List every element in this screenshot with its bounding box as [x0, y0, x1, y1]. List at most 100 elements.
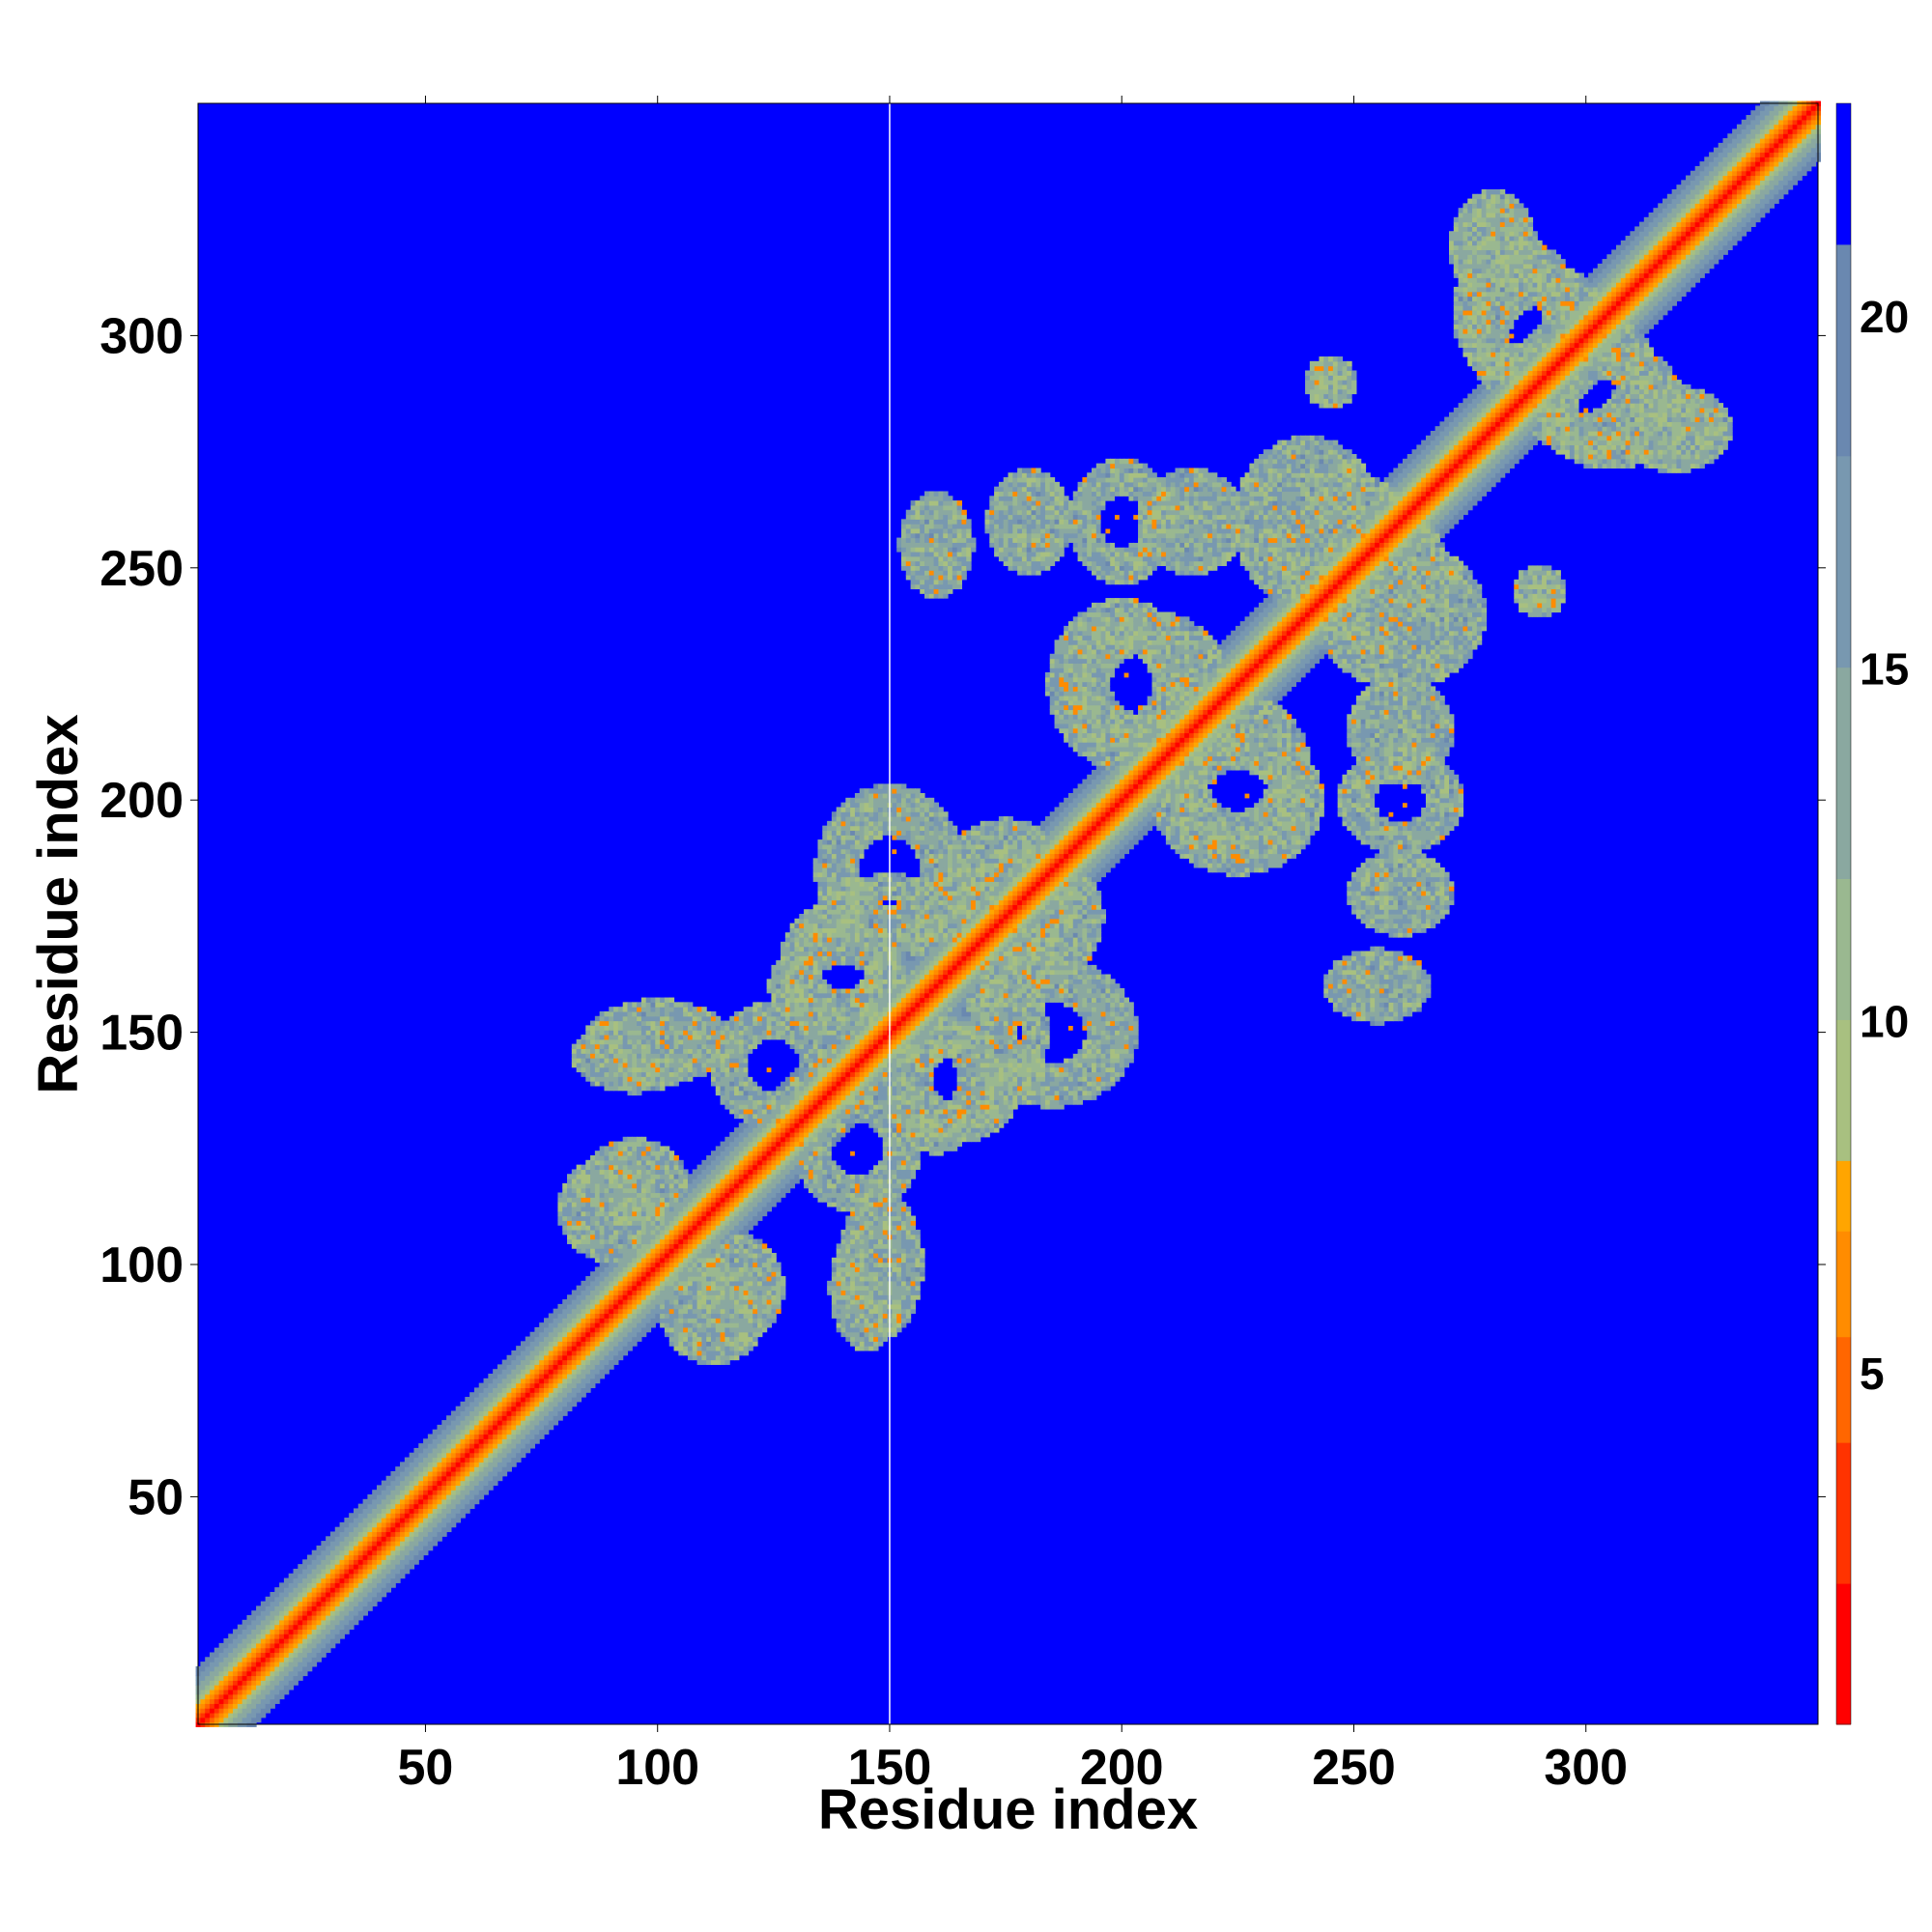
matrix-cell	[739, 1197, 744, 1202]
matrix-cell	[618, 1192, 623, 1197]
matrix-cell	[279, 1694, 284, 1699]
matrix-cell	[274, 1625, 279, 1630]
matrix-cell	[716, 1067, 721, 1072]
matrix-cell	[669, 1160, 674, 1165]
matrix-cell	[739, 1294, 744, 1299]
matrix-cell	[711, 1030, 716, 1035]
matrix-cell	[502, 1458, 507, 1463]
matrix-cell	[734, 1322, 739, 1327]
matrix-cell	[461, 1402, 466, 1406]
matrix-cell	[590, 1216, 595, 1221]
matrix-cell	[554, 1406, 558, 1411]
matrix-cell	[776, 1266, 781, 1271]
matrix-cell	[279, 1648, 284, 1653]
matrix-cell	[372, 1504, 377, 1509]
matrix-cell	[790, 1119, 795, 1123]
matrix-cell	[641, 1169, 646, 1174]
matrix-cell	[678, 1063, 683, 1067]
matrix-cell	[233, 1662, 238, 1666]
matrix-cell	[261, 1694, 266, 1699]
matrix-cell	[651, 1155, 656, 1160]
matrix-cell	[693, 1294, 697, 1299]
matrix-cell	[298, 1587, 302, 1592]
matrix-cell	[572, 1174, 577, 1179]
matrix-cell	[623, 1290, 628, 1294]
matrix-cell	[358, 1597, 363, 1602]
matrix-cell	[261, 1685, 266, 1690]
matrix-cell	[474, 1458, 479, 1463]
matrix-cell	[729, 1076, 734, 1081]
matrix-cell	[785, 988, 790, 993]
matrix-cell	[641, 1086, 646, 1091]
matrix-cell	[567, 1387, 572, 1392]
matrix-cell	[581, 1035, 585, 1039]
matrix-cell	[521, 1443, 526, 1448]
matrix-cell	[678, 1322, 683, 1327]
matrix-cell	[790, 955, 795, 960]
matrix-cell	[724, 1039, 729, 1044]
matrix-cell	[516, 1369, 521, 1374]
matrix-cell	[716, 1207, 721, 1211]
matrix-cell	[744, 1025, 749, 1030]
matrix-cell	[706, 1299, 711, 1304]
matrix-cell	[613, 1183, 618, 1188]
matrix-cell	[744, 1263, 749, 1267]
matrix-cell	[446, 1485, 451, 1490]
matrix-cell	[683, 1271, 688, 1276]
matrix-cell	[674, 1053, 679, 1058]
matrix-cell	[757, 1021, 762, 1026]
matrix-cell	[637, 1271, 641, 1276]
matrix-cell	[678, 1007, 683, 1011]
matrix-cell	[274, 1638, 279, 1643]
matrix-cell	[307, 1602, 312, 1606]
matrix-cell	[762, 1035, 767, 1039]
matrix-cell	[377, 1587, 382, 1592]
matrix-cell	[674, 1063, 679, 1067]
matrix-cell	[330, 1578, 335, 1583]
matrix-cell	[497, 1430, 502, 1435]
matrix-cell	[214, 1690, 219, 1694]
matrix-cell	[711, 1355, 716, 1360]
matrix-cell	[223, 1638, 228, 1643]
matrix-cell	[256, 1643, 261, 1648]
matrix-cell	[557, 1197, 562, 1202]
matrix-cell	[613, 1053, 618, 1058]
matrix-cell	[557, 1337, 562, 1342]
matrix-cell	[767, 1146, 772, 1151]
matrix-cell	[390, 1546, 395, 1550]
matrix-cell	[400, 1559, 405, 1564]
matrix-cell	[581, 1281, 585, 1286]
matrix-cell	[461, 1466, 466, 1471]
matrix-cell	[706, 1290, 711, 1294]
matrix-cell	[753, 1322, 757, 1327]
matrix-cell	[618, 1314, 623, 1319]
matrix-cell	[526, 1355, 530, 1360]
matrix-cell	[767, 1202, 772, 1207]
matrix-cell	[678, 1067, 683, 1072]
matrix-cell	[534, 1397, 539, 1402]
matrix-cell	[312, 1610, 317, 1615]
matrix-cell	[251, 1648, 256, 1653]
matrix-cell	[502, 1360, 507, 1365]
matrix-cell	[600, 1271, 605, 1276]
matrix-cell	[613, 1263, 618, 1267]
matrix-cell	[530, 1430, 535, 1435]
matrix-cell	[674, 1235, 679, 1239]
matrix-cell	[321, 1602, 326, 1606]
matrix-cell	[646, 1071, 651, 1076]
matrix-cell	[307, 1564, 312, 1569]
matrix-cell	[534, 1337, 539, 1342]
matrix-cell	[507, 1374, 512, 1378]
matrix-cell	[771, 1091, 776, 1095]
matrix-cell	[697, 1235, 702, 1239]
matrix-cell	[484, 1430, 489, 1435]
matrix-cell	[302, 1629, 307, 1634]
matrix-cell	[721, 1030, 725, 1035]
matrix-cell	[441, 1504, 446, 1509]
matrix-cell	[469, 1435, 474, 1439]
matrix-cell	[721, 1179, 725, 1183]
matrix-cell	[340, 1625, 345, 1630]
matrix-cell	[613, 1248, 618, 1253]
matrix-cell	[724, 1174, 729, 1179]
matrix-cell	[344, 1555, 349, 1560]
